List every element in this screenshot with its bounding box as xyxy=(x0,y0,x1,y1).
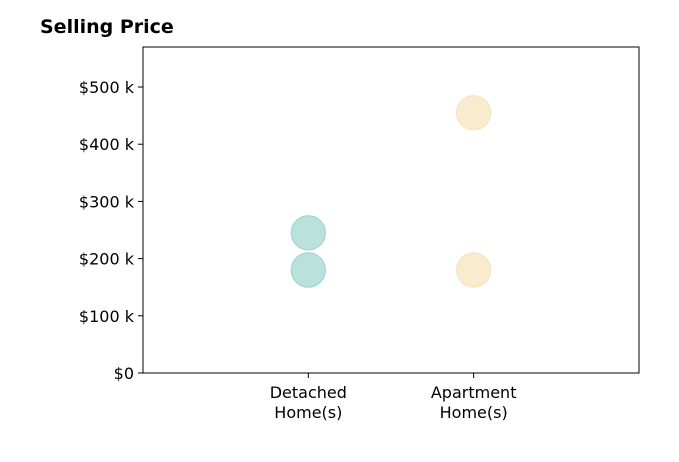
data-point xyxy=(455,95,492,131)
y-tick-label: $100 k xyxy=(79,307,135,326)
x-tick-label: Detached xyxy=(270,383,347,402)
data-point xyxy=(290,252,327,288)
x-tick-label: Apartment xyxy=(431,383,517,402)
y-tick-label: $500 k xyxy=(79,78,135,97)
y-tick-label: $400 k xyxy=(79,135,135,154)
y-tick-label: $300 k xyxy=(79,192,135,211)
plot-frame xyxy=(142,46,640,374)
y-tick-label: $0 xyxy=(114,364,134,383)
data-point xyxy=(455,252,492,288)
x-tick-label: Home(s) xyxy=(440,403,508,422)
x-tick-label: Home(s) xyxy=(274,403,342,422)
data-point xyxy=(290,215,327,251)
chart-title: Selling Price xyxy=(40,16,174,38)
y-tick-label: $200 k xyxy=(79,250,135,269)
